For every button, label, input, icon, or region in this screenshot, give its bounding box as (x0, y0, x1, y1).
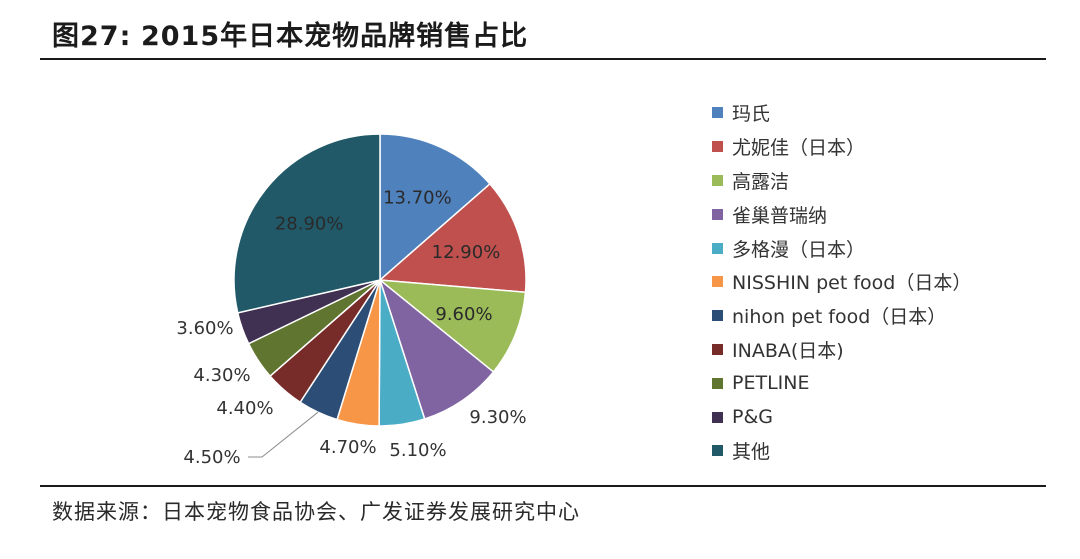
chart-legend: 玛氏尤妮佳（日本） 高露洁雀巢普瑞纳多格漫（日本） NISSHIN pet food… (712, 96, 971, 468)
legend-label: 高露洁 (732, 170, 790, 193)
legend-item: 高露洁 (712, 164, 971, 198)
chart-title: 图27: 2015年日本宠物品牌销售占比 (52, 14, 528, 53)
data-label: 4.70% (319, 437, 376, 458)
legend-item: 多格漫（日本） (712, 231, 971, 265)
legend-swatch (712, 208, 723, 220)
pie-slice (233, 133, 381, 314)
source-note: 数据来源：日本宠物食品协会、广发证券发展研究中心 (52, 500, 580, 524)
figure-label: 图27: (52, 21, 132, 52)
legend-swatch (712, 242, 723, 254)
data-label: 9.60% (435, 304, 492, 325)
legend-label: P&G (732, 406, 773, 429)
legend-swatch (712, 377, 723, 389)
legend-item: NISSHIN pet food（日本） (712, 265, 971, 299)
legend-label: 其他 (732, 441, 771, 464)
legend-swatch (712, 310, 723, 322)
data-label: 5.10% (389, 440, 446, 461)
source-divider (40, 485, 1046, 487)
legend-item: 尤妮佳（日本） (712, 130, 971, 164)
data-label: 4.50% (183, 447, 240, 468)
legend-swatch (712, 445, 723, 457)
data-label: 3.60% (176, 318, 233, 339)
data-label: 13.70% (383, 188, 452, 209)
legend-label: INABA(日本) (732, 339, 844, 362)
legend-item: PETLINE (712, 366, 971, 400)
leader-line (248, 411, 319, 458)
legend-label: 玛氏 (732, 103, 771, 126)
legend-item: 玛氏 (712, 96, 971, 130)
legend-label: 雀巢普瑞纳 (732, 204, 828, 227)
pie-slice (378, 182, 527, 294)
legend-item: 雀巢普瑞纳 (712, 197, 971, 231)
legend-item: INABA(日本) (712, 333, 971, 367)
legend-label: PETLINE (732, 372, 810, 395)
data-label: 4.40% (216, 398, 273, 419)
pie-slice (379, 133, 491, 282)
legend-swatch (712, 141, 723, 153)
legend-item: P&G (712, 400, 971, 434)
data-label: 28.90% (275, 214, 344, 235)
legend-swatch (712, 107, 723, 119)
legend-swatch (712, 276, 723, 288)
legend-item: 其他 (712, 434, 971, 468)
data-label: 9.30% (469, 407, 526, 428)
legend-swatch (712, 174, 723, 186)
legend-swatch (712, 411, 723, 423)
legend-swatch (712, 343, 723, 355)
legend-label: 多格漫（日本） (732, 238, 866, 261)
legend-label: nihon pet food（日本） (732, 306, 947, 329)
legend-label: 尤妮佳（日本） (732, 137, 866, 160)
legend-item: nihon pet food（日本） (712, 299, 971, 333)
pie-slice (378, 277, 495, 420)
legend-label: NISSHIN pet food（日本） (732, 272, 972, 295)
data-label: 12.90% (432, 242, 501, 263)
title-text: 2015年日本宠物品牌销售占比 (140, 21, 529, 52)
title-divider (40, 58, 1046, 60)
pie-slice (377, 279, 527, 373)
data-label: 4.30% (193, 365, 250, 386)
